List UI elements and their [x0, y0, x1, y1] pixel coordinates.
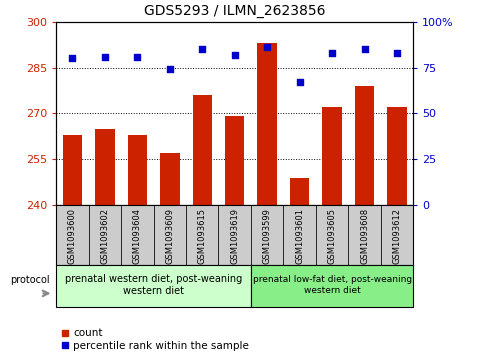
Bar — [347, 205, 380, 265]
Bar — [192, 95, 212, 205]
Bar — [121, 205, 153, 265]
Bar — [160, 153, 179, 205]
Text: prenatal western diet, post-weaning
western diet: prenatal western diet, post-weaning west… — [65, 274, 242, 296]
Bar — [153, 205, 185, 265]
Bar — [354, 86, 373, 205]
Point — [198, 46, 206, 52]
Text: protocol: protocol — [10, 274, 49, 285]
Point — [230, 52, 238, 58]
Point — [165, 66, 173, 72]
Bar — [218, 205, 250, 265]
Bar — [315, 205, 347, 265]
Bar — [250, 205, 283, 265]
Text: GSM1093609: GSM1093609 — [165, 208, 174, 264]
Text: GSM1093602: GSM1093602 — [100, 208, 109, 264]
Text: GSM1093619: GSM1093619 — [230, 208, 239, 264]
Text: GSM1093604: GSM1093604 — [133, 208, 142, 264]
Bar — [322, 107, 341, 205]
Bar — [250, 265, 412, 307]
Text: GSM1093605: GSM1093605 — [327, 208, 336, 264]
Bar — [283, 205, 315, 265]
Bar — [95, 129, 114, 205]
Text: GSM1093600: GSM1093600 — [68, 208, 77, 264]
Point — [68, 56, 76, 61]
Point — [133, 54, 141, 60]
Bar — [127, 135, 147, 205]
Bar — [386, 107, 406, 205]
Bar — [380, 205, 412, 265]
Text: GSM1093601: GSM1093601 — [295, 208, 304, 264]
Point — [101, 54, 109, 60]
Title: GDS5293 / ILMN_2623856: GDS5293 / ILMN_2623856 — [143, 4, 325, 18]
Bar — [56, 265, 250, 307]
Point — [295, 79, 303, 85]
Bar — [56, 205, 88, 265]
Bar — [257, 43, 276, 205]
Bar — [224, 117, 244, 205]
Text: prenatal low-fat diet, post-weaning
western diet: prenatal low-fat diet, post-weaning west… — [252, 275, 411, 295]
Bar — [289, 178, 309, 205]
Text: GSM1093608: GSM1093608 — [359, 208, 368, 264]
Point — [327, 50, 335, 56]
Text: GSM1093599: GSM1093599 — [262, 208, 271, 264]
Text: GSM1093615: GSM1093615 — [197, 208, 206, 264]
Point — [263, 45, 270, 50]
Point — [360, 46, 367, 52]
Point — [392, 50, 400, 56]
Bar — [88, 205, 121, 265]
Legend: count, percentile rank within the sample: count, percentile rank within the sample — [61, 328, 248, 351]
Text: GSM1093612: GSM1093612 — [392, 208, 401, 264]
Bar — [62, 135, 82, 205]
Bar — [185, 205, 218, 265]
